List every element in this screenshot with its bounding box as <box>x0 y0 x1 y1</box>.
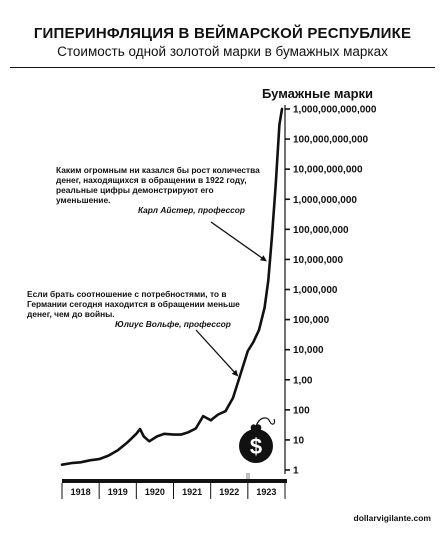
annotation-arrows <box>195 221 267 377</box>
annotation-arrow-head <box>259 255 267 262</box>
data-point <box>88 459 91 462</box>
quote-wolfe-text: Если брать соотношение с потребностями, … <box>27 289 240 319</box>
data-point <box>187 431 190 434</box>
title-divider <box>10 67 435 68</box>
data-point <box>155 435 158 438</box>
quote-wolfe: Если брать соотношение с потребностями, … <box>27 289 249 329</box>
data-point <box>79 461 82 464</box>
data-point <box>194 427 197 430</box>
quote-eister: Каким огромным ни казался бы рост количе… <box>56 165 266 215</box>
quote-eister-text: Каким огромным ни казался бы рост количе… <box>56 165 260 205</box>
y-tick-label: 100,000,000 <box>293 225 349 236</box>
data-point <box>202 415 205 417</box>
series-points <box>61 108 283 466</box>
data-point <box>246 350 249 352</box>
x-tick-label: 1922 <box>219 487 239 497</box>
x-tick-label: 1921 <box>182 487 202 497</box>
source-credit: dollarvigilante.com <box>353 513 431 523</box>
data-point <box>142 435 145 438</box>
data-point <box>209 419 212 422</box>
y-axis-label: Бумажные марки <box>262 86 374 101</box>
svg-text:$: $ <box>250 434 262 459</box>
y-tick-label: 10,000,000,000 <box>293 165 363 176</box>
y-tick-label: 1,00 <box>293 375 313 386</box>
data-point <box>278 123 281 126</box>
x-axis <box>62 479 287 483</box>
data-point <box>135 432 138 435</box>
data-point <box>61 463 63 466</box>
chart-subtitle: Стоимость одной золотой марки в бумажных… <box>57 44 388 59</box>
x-tick-label: 1923 <box>256 487 276 497</box>
y-tick-label: 1,000,000 <box>293 285 338 296</box>
y-tick-label: 10,000,000 <box>293 255 343 266</box>
data-point <box>70 462 73 464</box>
data-point <box>252 341 255 343</box>
data-point <box>139 428 141 430</box>
x-axis-highlight <box>246 473 250 479</box>
data-point <box>126 441 128 444</box>
data-point <box>232 396 234 399</box>
chart-title: ГИПЕРИНФЛЯЦИЯ В ВЕЙМАРСКОЙ РЕСПУБЛИКЕ <box>33 25 412 42</box>
data-point <box>263 306 266 309</box>
annotation-arrow-line <box>195 329 237 374</box>
data-point <box>180 433 182 436</box>
data-point <box>217 413 220 416</box>
annotation-arrow-head <box>231 369 239 377</box>
y-tick-label: 1,000,000,000,000 <box>293 105 377 116</box>
series-line <box>60 107 284 466</box>
y-tick-label: 100,000 <box>293 315 330 326</box>
data-point <box>274 183 277 186</box>
y-tick-label: 10 <box>293 435 305 446</box>
data-point <box>163 432 166 435</box>
x-axis-ticks: 1918 1919 1920 1921 1922 1923 <box>61 483 286 499</box>
data-point <box>239 373 242 376</box>
y-tick-label: 100,000,000,000 <box>293 135 369 146</box>
data-point <box>172 433 175 436</box>
data-point <box>281 108 283 110</box>
data-point <box>258 329 260 331</box>
x-tick-label: 1919 <box>108 487 128 497</box>
y-tick-label: 1,000,000,000 <box>293 195 357 206</box>
y-tick-label: 100 <box>293 405 310 416</box>
data-point <box>271 235 273 237</box>
y-tick-label: 1 <box>293 466 299 477</box>
y-axis-ticks: 1 10 100 1,00 10,000 100,000 1,000,000 10,000,0… <box>285 105 377 477</box>
x-tick-label: 1920 <box>145 487 165 497</box>
data-point <box>148 440 151 443</box>
data-point <box>116 449 119 452</box>
y-tick-label: 10,000 <box>293 345 324 356</box>
data-point <box>224 410 227 413</box>
annotation-arrow-line <box>210 221 264 260</box>
data-point <box>98 458 101 461</box>
x-tick-label: 1918 <box>71 487 91 497</box>
money-bag-icon: $ <box>239 417 276 463</box>
data-point <box>267 279 270 282</box>
quote-wolfe-author: Юлиус Вольфе, профессор <box>115 319 231 329</box>
data-point <box>107 454 110 457</box>
quote-eister-author: Карл Айстер, профессор <box>138 205 245 215</box>
